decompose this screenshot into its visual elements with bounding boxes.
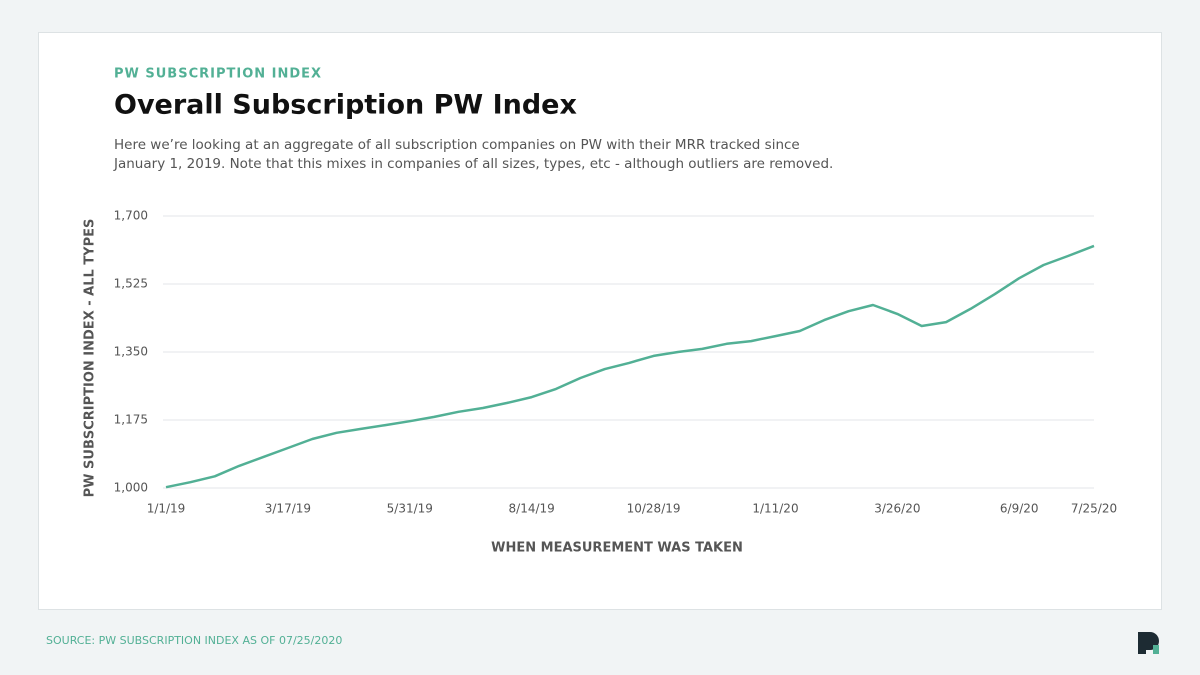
y-tick-label: 1,175 [114,413,148,427]
x-tick-label: 1/1/19 [147,502,186,516]
x-tick-label: 3/17/19 [265,502,311,516]
x-tick-label: 1/11/20 [752,502,798,516]
x-tick-label: 5/31/19 [387,502,433,516]
y-tick-label: 1,700 [114,209,148,223]
x-tick-label: 8/14/19 [509,502,555,516]
y-axis-title: PW SUBSCRIPTION INDEX - ALL TYPES [83,219,98,498]
description: January 1, 2019. Note that this mixes in… [113,156,833,172]
description: Here we’re looking at an aggregate of al… [114,137,800,153]
y-tick-label: 1,350 [114,345,148,359]
y-tick-label: 1,000 [114,481,148,495]
kicker: PW SUBSCRIPTION INDEX [114,67,322,82]
chart-title: Overall Subscription PW Index [114,90,577,121]
x-tick-label: 10/28/19 [627,502,681,516]
source: SOURCE: PW SUBSCRIPTION INDEX AS OF 07/2… [46,634,342,647]
x-tick-label: 3/26/20 [874,502,920,516]
x-tick-label: 7/25/20 [1071,502,1117,516]
logo [1138,632,1159,654]
x-axis-title: WHEN MEASUREMENT WAS TAKEN [491,541,743,556]
line [165,244,1095,489]
card [38,32,1162,610]
y-tick-label: 1,525 [114,277,148,291]
x-tick-label: 6/9/20 [1000,502,1039,516]
